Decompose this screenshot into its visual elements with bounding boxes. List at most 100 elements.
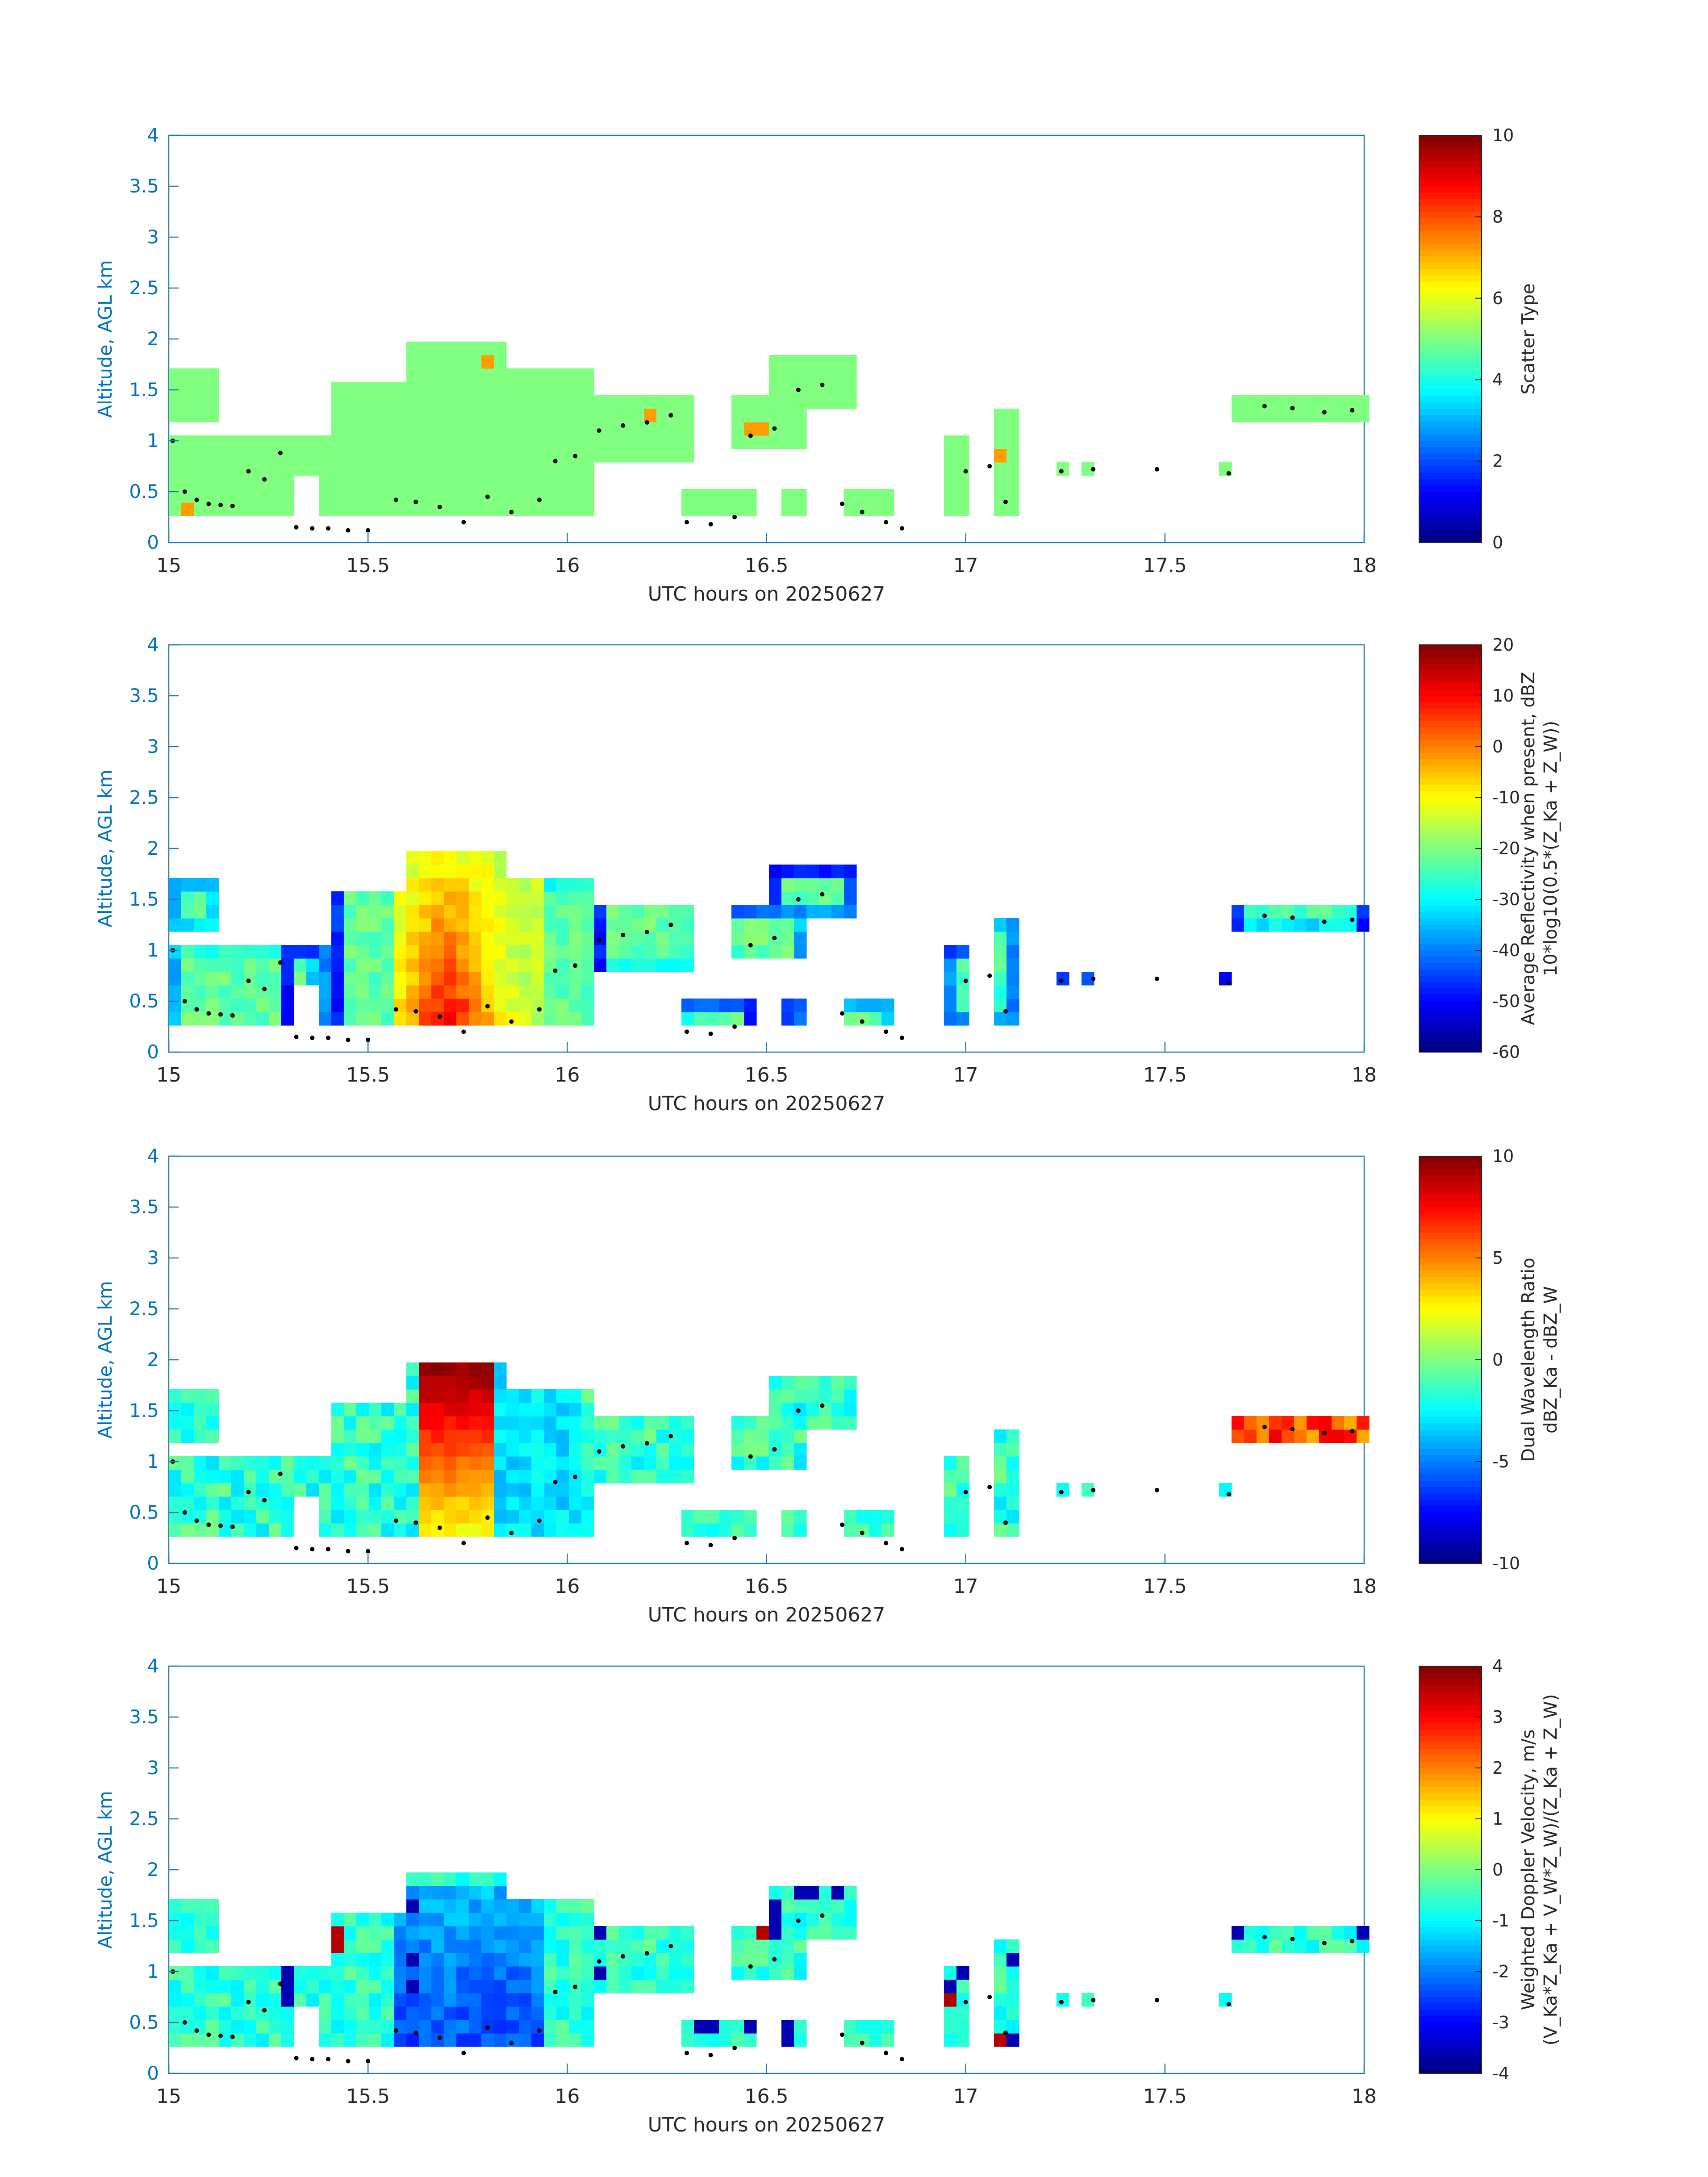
heatmap-cell [419, 489, 432, 503]
heatmap-cell [306, 1993, 319, 2007]
colorbar-segment [1419, 842, 1482, 849]
heatmap-cell [781, 1376, 794, 1390]
heatmap-cell [444, 932, 457, 945]
heatmap-cell [544, 502, 557, 516]
heatmap-cell [406, 1362, 419, 1376]
heatmap-cell [594, 1926, 607, 1940]
heatmap-cell [494, 945, 507, 959]
heatmap-cell [369, 1523, 382, 1537]
colorbar-segment [1419, 135, 1482, 142]
heatmap-cell [356, 985, 369, 999]
heatmap-cell [419, 435, 432, 449]
cloud-base-point [294, 1546, 299, 1550]
colorbar-segment [1419, 1213, 1482, 1220]
heatmap-cell [181, 502, 194, 516]
colorbar-segment [1419, 1372, 1482, 1379]
heatmap-cell [506, 932, 519, 945]
heatmap-cell [794, 905, 807, 919]
heatmap-cell [406, 945, 419, 959]
heatmap-cell [394, 2033, 407, 2047]
heatmap-cell [456, 368, 469, 382]
heatmap-cell [306, 972, 319, 986]
cloud-base-point [294, 2056, 299, 2060]
heatmap-cell [531, 1470, 544, 1483]
cloud-base-point [899, 2057, 904, 2062]
heatmap-cell [481, 1429, 494, 1443]
colorbar-tick-label: -5 [1492, 1452, 1509, 1471]
heatmap-cell [356, 1523, 369, 1537]
heatmap-cell [431, 1926, 444, 1940]
heatmap-cell [1307, 1429, 1320, 1443]
heatmap-cell [1269, 395, 1282, 409]
heatmap-cell [181, 1429, 194, 1443]
colorbar-tick-label: -20 [1492, 839, 1520, 858]
heatmap-cell [344, 2020, 357, 2034]
colorbar-segment [1419, 1972, 1482, 1979]
heatmap-cell [394, 918, 407, 932]
colorbar-segment [1419, 2048, 1482, 2055]
heatmap-cell [1307, 905, 1320, 919]
heatmap-cell [594, 905, 607, 919]
heatmap-cell [394, 462, 407, 476]
heatmap-cell [356, 932, 369, 945]
heatmap-cell [769, 891, 782, 905]
heatmap-cell [1006, 1443, 1019, 1457]
heatmap-cell [406, 368, 419, 382]
cloud-base-point [246, 469, 251, 474]
heatmap-cell [581, 395, 594, 409]
x-tick-label: 15 [156, 2085, 181, 2108]
heatmap-cell [881, 1012, 894, 1026]
cloud-base-point [772, 1447, 777, 1452]
heatmap-cell [544, 1926, 557, 1940]
cloud-base-point [537, 497, 542, 502]
heatmap-cell [169, 918, 182, 932]
heatmap-cell [406, 2006, 419, 2020]
heatmap-cell [169, 1913, 182, 1926]
colorbar-segment [1419, 186, 1482, 193]
colorbar-segment [1419, 1806, 1482, 1813]
heatmap-cell [169, 1470, 182, 1483]
cloud-base-point [796, 897, 801, 902]
heatmap-cell [381, 918, 394, 932]
heatmap-cell [1006, 409, 1019, 422]
heatmap-cell [194, 2006, 207, 2020]
heatmap-cell [244, 1483, 257, 1497]
heatmap-cell [331, 1953, 344, 1967]
heatmap-cell [756, 1443, 769, 1457]
heatmap-cell [556, 1993, 569, 2007]
heatmap-cell [956, 1470, 969, 1483]
heatmap-cell [494, 1939, 507, 1953]
heatmap-cell [294, 462, 307, 476]
heatmap-cell [244, 476, 257, 489]
cloud-base-point [537, 2028, 542, 2033]
heatmap-cell [456, 1456, 469, 1470]
heatmap-cell [1319, 395, 1332, 409]
heatmap-cell [569, 1012, 582, 1026]
heatmap-cell [356, 382, 369, 396]
cloud-base-point [1154, 1488, 1159, 1492]
colorbar-segment [1419, 1761, 1482, 1768]
heatmap-cell [531, 1012, 544, 1026]
heatmap-cell [631, 1429, 644, 1443]
cloud-base-point [461, 2051, 466, 2056]
heatmap-cell [481, 1496, 494, 1510]
heatmap-cell [581, 462, 594, 476]
heatmap-cell [419, 422, 432, 436]
cloud-base-point [509, 1019, 514, 1024]
cloud-base-point [182, 999, 187, 1003]
colorbar-segment [1419, 1927, 1482, 1934]
heatmap-cell [419, 1953, 432, 1967]
heatmap-cell [544, 905, 557, 919]
heatmap-cell [169, 1510, 182, 1524]
heatmap-cell [494, 1012, 507, 1026]
colorbar-segment [1419, 192, 1482, 200]
colorbar-tick-label: 1 [1492, 1809, 1503, 1829]
heatmap-cell [281, 972, 294, 986]
cloud-base-point [597, 1449, 601, 1454]
colorbar-segment [1419, 804, 1482, 811]
colorbar-segment [1419, 1870, 1482, 1877]
heatmap-cell [956, 2006, 969, 2020]
cloud-base-point [393, 2028, 398, 2033]
heatmap-cell [269, 489, 282, 503]
heatmap-cell [344, 502, 357, 516]
